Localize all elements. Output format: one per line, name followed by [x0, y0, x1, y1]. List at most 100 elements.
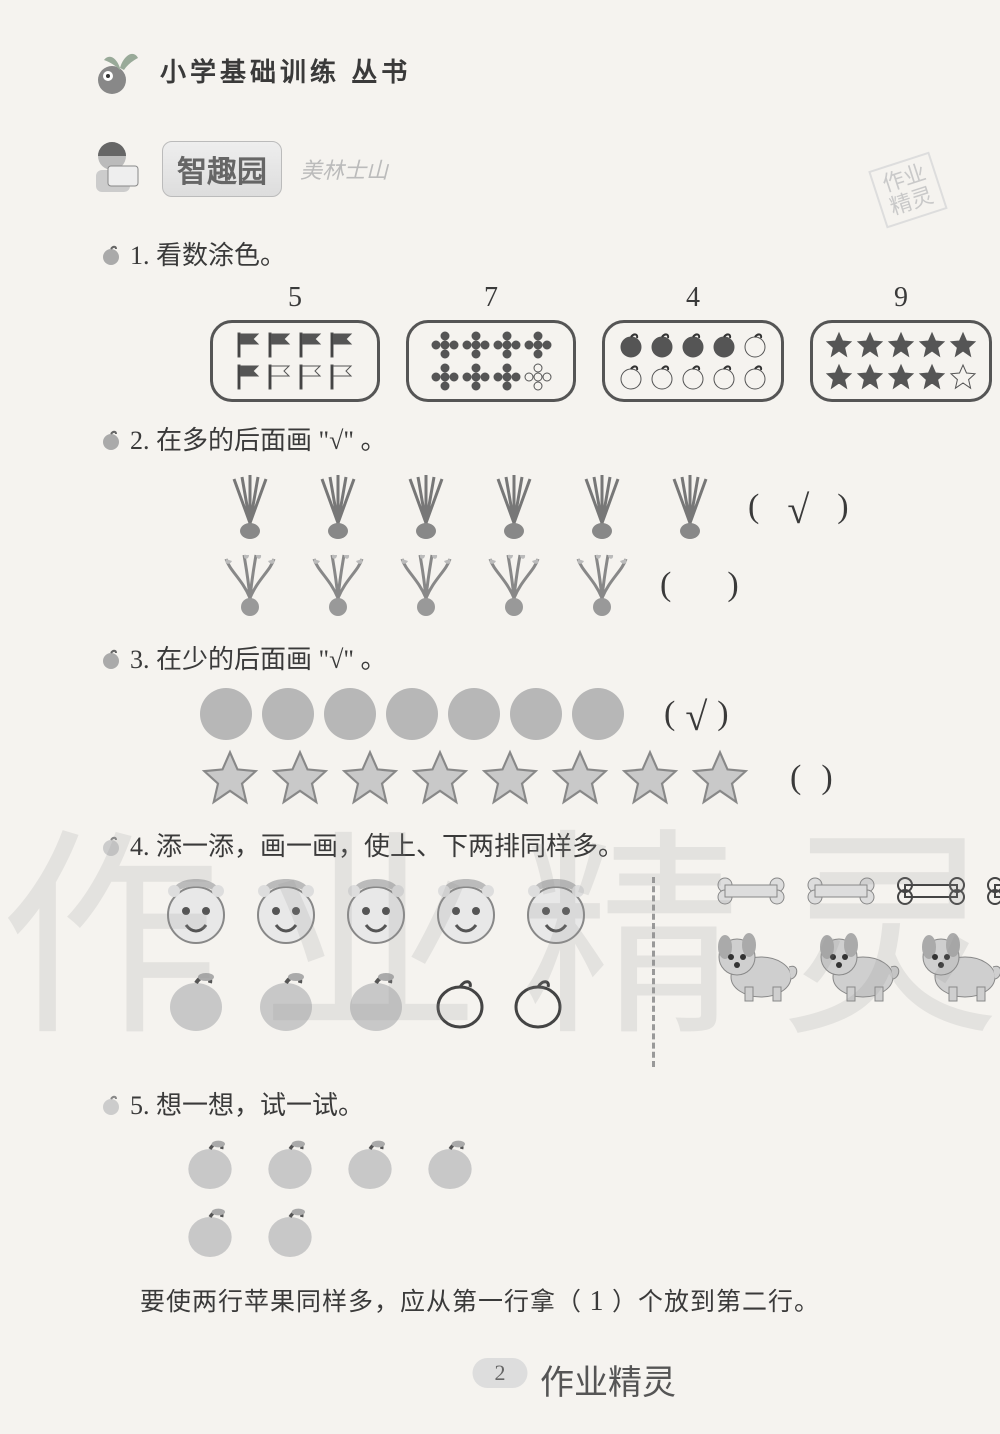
bone-icon: [805, 877, 877, 905]
apple-icon: [710, 363, 738, 391]
apple-icon: [340, 1134, 400, 1194]
paren-close: ): [727, 566, 738, 604]
q5-row: [180, 1134, 940, 1194]
flower-icon: [524, 363, 552, 391]
section-banner: 智趣园 美林士山: [78, 130, 940, 207]
star-icon: [620, 748, 680, 808]
q1-icon-row: [235, 363, 356, 391]
q4-right: [715, 877, 1000, 1067]
paren-close: ): [837, 488, 848, 526]
apple-icon: [648, 363, 676, 391]
jianzi-icon: [572, 549, 632, 621]
apple-icon: [617, 331, 645, 359]
apple-icon: [180, 1202, 240, 1262]
flower-icon: [431, 331, 459, 359]
apple-icon: [679, 363, 707, 391]
q3-row: ( ): [200, 748, 940, 808]
q1-box: [810, 320, 992, 402]
q2-row: ( √ ): [220, 471, 940, 543]
star-icon: [949, 331, 977, 359]
flag-icon: [235, 363, 263, 391]
paren-open: (: [664, 695, 675, 733]
flower-icon: [462, 363, 490, 391]
q1-icon-row: [431, 363, 552, 391]
apple-icon: [741, 331, 769, 359]
bullet-icon: [100, 834, 122, 856]
q1-icon-row: [617, 363, 769, 391]
flag-icon: [266, 363, 294, 391]
apple-drawn-icon: [430, 971, 490, 1031]
bullet-icon: [100, 243, 122, 265]
dog-icon: [715, 921, 799, 1005]
star-icon: [480, 748, 540, 808]
bone-drawn-icon: [985, 877, 1000, 905]
face-icon: [430, 877, 502, 949]
bullet-icon: [100, 647, 122, 669]
jianzi-icon: [220, 549, 280, 621]
apple-icon: [617, 363, 645, 391]
paren-open: (: [660, 566, 671, 604]
q2-row: ( ): [220, 549, 940, 621]
q1-group: 4: [602, 282, 784, 402]
shuttle-icon: [308, 471, 368, 543]
q1-number: 7: [484, 282, 498, 314]
flag-icon: [266, 331, 294, 359]
face-icon: [250, 877, 322, 949]
shuttle-icon: [572, 471, 632, 543]
paren-close: ): [821, 759, 832, 797]
paren-close: ): [717, 695, 728, 733]
q1-number: 4: [686, 282, 700, 314]
page-number: 2: [473, 1358, 528, 1388]
apple-icon: [160, 965, 232, 1037]
shuttle-icon: [220, 471, 280, 543]
q4-prompt: 4. 添一添，画一画，使上、下两排同样多。: [130, 826, 624, 863]
circle-icon: [386, 688, 438, 740]
shuttle-icon: [396, 471, 456, 543]
jianzi-icon: [484, 549, 544, 621]
circle-icon: [572, 688, 624, 740]
q1-group: 7: [406, 282, 576, 402]
star-icon: [918, 331, 946, 359]
apple-icon: [710, 331, 738, 359]
apple-drawn-icon: [508, 971, 568, 1031]
star-icon: [690, 748, 750, 808]
flag-icon: [297, 331, 325, 359]
q1-box: [602, 320, 784, 402]
star-icon: [918, 363, 946, 391]
q1-icon-row: [431, 331, 552, 359]
star-icon: [825, 331, 853, 359]
q3-row: ( √ ): [200, 688, 940, 740]
jianzi-icon: [308, 549, 368, 621]
question-3: 3. 在少的后面画 "√" 。 ( √ ) ( ): [100, 639, 940, 808]
bullet-icon: [100, 1093, 122, 1115]
bullet-icon: [100, 428, 122, 450]
q1-icon-row: [825, 363, 977, 391]
apple-icon: [340, 965, 412, 1037]
flag-icon: [235, 331, 263, 359]
check-mark: √: [685, 693, 707, 740]
dog-icon: [919, 921, 1000, 1005]
q4-divider: [652, 877, 655, 1067]
bone-icon: [715, 877, 787, 905]
star-icon: [856, 331, 884, 359]
apple-icon: [741, 363, 769, 391]
star-icon: [825, 363, 853, 391]
star-icon: [410, 748, 470, 808]
flower-icon: [493, 331, 521, 359]
star-icon: [949, 363, 977, 391]
q4-row-bottom: [715, 921, 1000, 1005]
circle-icon: [448, 688, 500, 740]
apple-icon: [260, 1202, 320, 1262]
q5-row: [180, 1202, 940, 1262]
star-icon: [887, 363, 915, 391]
star-icon: [856, 363, 884, 391]
circle-icon: [324, 688, 376, 740]
q5-answer: 1: [582, 1286, 612, 1318]
q1-prompt: 1. 看数涂色。: [130, 235, 286, 272]
q5-prompt: 5. 想一想，试一试。: [130, 1085, 364, 1122]
apple-icon: [180, 1134, 240, 1194]
q1-box: [210, 320, 380, 402]
apple-icon: [648, 331, 676, 359]
dog-icon: [817, 921, 901, 1005]
q1-icon-row: [617, 331, 769, 359]
